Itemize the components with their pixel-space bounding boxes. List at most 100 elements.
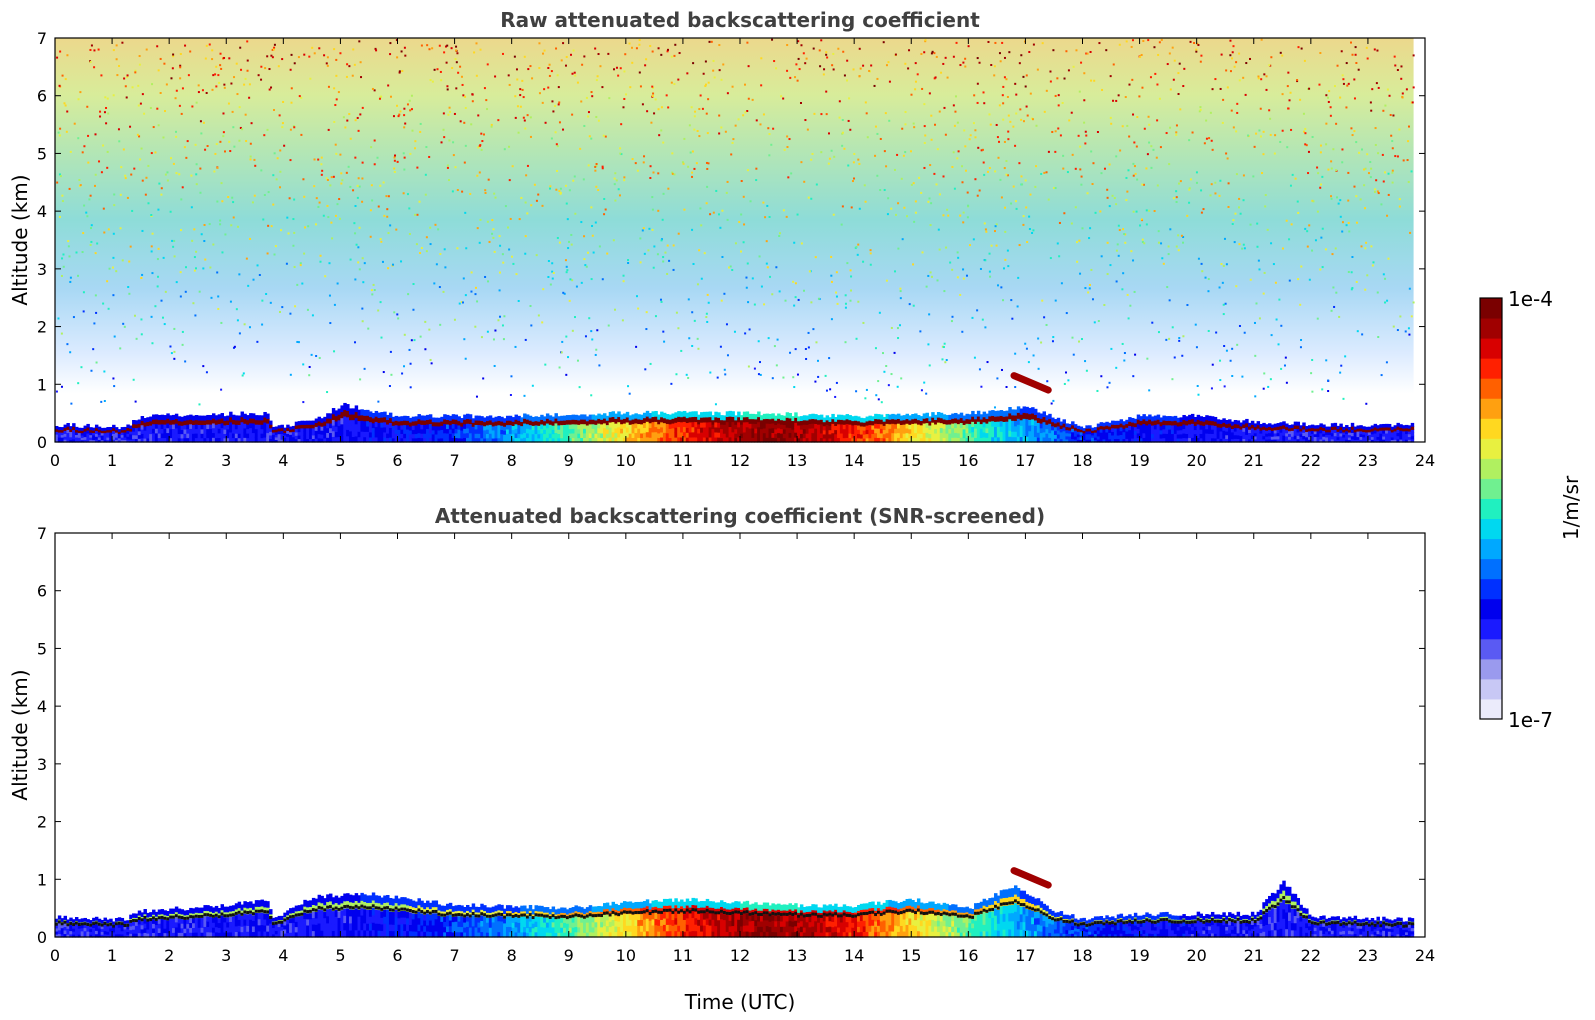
profile-cell xyxy=(1170,420,1175,426)
noise-dot xyxy=(773,345,776,348)
profile-cell xyxy=(434,417,439,423)
noise-dot xyxy=(877,380,880,383)
noise-dot xyxy=(1003,206,1006,209)
profile-cell xyxy=(720,433,724,439)
profile-cell xyxy=(814,418,818,424)
noise-dot xyxy=(1371,264,1374,267)
noise-dot xyxy=(1384,301,1387,304)
profile-cell xyxy=(454,419,459,425)
profile-cell xyxy=(968,437,972,443)
noise-dot xyxy=(953,124,956,127)
noise-dot xyxy=(691,311,694,314)
noise-dot xyxy=(1080,183,1083,186)
profile-cell xyxy=(839,419,844,425)
noise-dot xyxy=(698,135,701,138)
profile-cell xyxy=(982,421,987,428)
profile-cell xyxy=(959,427,964,433)
profile-cell xyxy=(72,423,76,427)
profile-cell xyxy=(274,426,279,430)
noise-dot xyxy=(1078,340,1081,343)
profile-cell xyxy=(845,414,850,420)
profile-cell xyxy=(714,411,718,418)
noise-dot xyxy=(1191,131,1194,134)
noise-dot xyxy=(1024,85,1027,88)
noise-dot xyxy=(826,56,829,59)
noise-dot xyxy=(1294,177,1297,180)
profile-cell xyxy=(1111,438,1115,443)
noise-dot xyxy=(334,143,337,146)
profile-cell xyxy=(1008,412,1012,420)
noise-dot xyxy=(1386,214,1389,217)
profile-cell xyxy=(317,437,322,443)
profile-cell xyxy=(1059,438,1064,443)
noise-dot xyxy=(1002,267,1005,270)
noise-dot xyxy=(654,315,657,318)
noise-dot xyxy=(1401,92,1404,95)
profile-cell xyxy=(737,426,741,433)
noise-dot xyxy=(946,208,949,211)
noise-dot xyxy=(701,107,704,110)
noise-dot xyxy=(222,112,225,115)
noise-dot xyxy=(200,132,203,135)
profile-cell xyxy=(211,418,216,424)
profile-cell xyxy=(605,424,610,430)
noise-dot xyxy=(1022,75,1025,78)
profile-cell xyxy=(819,423,824,429)
profile-cell xyxy=(386,437,390,443)
profile-cell xyxy=(214,433,219,439)
profile-cell xyxy=(705,426,710,433)
noise-dot xyxy=(335,152,338,155)
noise-dot xyxy=(1195,50,1198,53)
noise-dot xyxy=(800,242,803,245)
noise-dot xyxy=(353,222,356,225)
profile-cell xyxy=(94,427,99,432)
profile-cell xyxy=(1031,424,1035,431)
profile-cell xyxy=(371,437,376,443)
profile-cell xyxy=(802,424,807,430)
noise-dot xyxy=(514,116,517,119)
profile-cell xyxy=(894,423,898,429)
noise-dot xyxy=(318,201,321,204)
noise-dot xyxy=(544,363,547,366)
noise-dot xyxy=(693,319,696,322)
profile-cell xyxy=(1182,437,1186,443)
noise-dot xyxy=(369,209,372,212)
profile-cell xyxy=(149,437,153,443)
profile-cell xyxy=(294,435,299,440)
noise-dot xyxy=(1270,242,1273,245)
profile-cell xyxy=(1151,416,1155,422)
profile-cell xyxy=(822,417,827,423)
noise-dot xyxy=(558,366,561,369)
noise-dot xyxy=(753,367,756,370)
noise-dot xyxy=(1124,241,1127,244)
noise-dot xyxy=(504,205,507,208)
noise-dot xyxy=(705,112,708,115)
noise-dot xyxy=(1158,41,1161,44)
noise-dot xyxy=(827,132,830,135)
noise-dot xyxy=(929,164,932,167)
noise-dot xyxy=(868,69,871,72)
profile-cell xyxy=(911,428,915,434)
profile-cell xyxy=(988,431,992,438)
noise-dot xyxy=(1280,324,1283,327)
noise-dot xyxy=(262,218,265,221)
noise-dot xyxy=(923,381,926,384)
noise-dot xyxy=(817,375,820,378)
noise-dot xyxy=(1127,317,1130,320)
noise-dot xyxy=(1411,101,1414,104)
profile-cell xyxy=(377,427,381,433)
noise-dot xyxy=(828,157,831,160)
noise-dot xyxy=(517,131,520,134)
profile-cell xyxy=(622,432,627,438)
noise-dot xyxy=(1279,140,1282,143)
profile-cell xyxy=(86,423,90,428)
noise-dot xyxy=(1321,388,1324,391)
noise-dot xyxy=(338,217,341,220)
noise-dot xyxy=(1156,119,1159,122)
profile-cell xyxy=(143,422,147,427)
profile-cell xyxy=(174,423,179,429)
noise-dot xyxy=(1222,303,1225,306)
noise-dot xyxy=(503,315,506,318)
noise-dot xyxy=(479,144,482,147)
noise-dot xyxy=(156,285,159,288)
